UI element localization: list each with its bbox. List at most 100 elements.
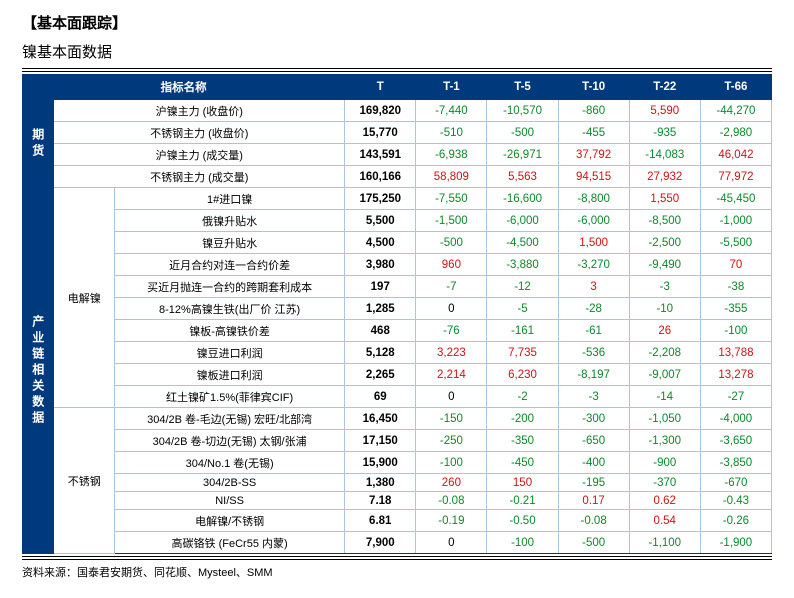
delta-cell: 5,590 (629, 100, 700, 122)
delta-cell: 13,788 (700, 342, 771, 364)
table-row: 304/2B 卷-切边(无锡) 太钢/张浦17,150-250-350-650-… (23, 430, 772, 452)
table-row: 俄镍升贴水5,500-1,500-6,000-6,000-8,500-1,000 (23, 210, 772, 232)
delta-cell: 1,500 (558, 232, 629, 254)
value-t: 175,250 (345, 188, 416, 210)
delta-cell: 0 (416, 298, 487, 320)
delta-cell: -3,880 (487, 254, 558, 276)
col-t22: T-22 (629, 75, 700, 100)
value-t: 3,980 (345, 254, 416, 276)
delta-cell: 0.62 (629, 492, 700, 510)
table-row: 不锈钢主力 (成交量)160,16658,8095,56394,51527,93… (23, 166, 772, 188)
delta-cell: -5 (487, 298, 558, 320)
indicator-name: 买近月抛连一合约的跨期套利成本 (115, 276, 345, 298)
delta-cell: -1,300 (629, 430, 700, 452)
table-body: 期货沪镍主力 (收盘价)169,820-7,440-10,570-8605,59… (23, 100, 772, 554)
delta-cell: -195 (558, 474, 629, 492)
delta-cell: -0.21 (487, 492, 558, 510)
table-row: 304/2B-SS1,380260150-195-370-670 (23, 474, 772, 492)
delta-cell: -45,450 (700, 188, 771, 210)
delta-cell: -14,083 (629, 144, 700, 166)
table-row: 期货沪镍主力 (收盘价)169,820-7,440-10,570-8605,59… (23, 100, 772, 122)
delta-cell: -100 (416, 452, 487, 474)
delta-cell: 0 (416, 386, 487, 408)
indicator-name: 304/2B 卷-毛边(无锡) 宏旺/北部湾 (115, 408, 345, 430)
delta-cell: -9,007 (629, 364, 700, 386)
delta-cell: 77,972 (700, 166, 771, 188)
delta-cell: -455 (558, 122, 629, 144)
table-row: 不锈钢304/2B 卷-毛边(无锡) 宏旺/北部湾16,450-150-200-… (23, 408, 772, 430)
section-title: 镍基本面数据 (22, 41, 772, 62)
delta-cell: -0.08 (558, 510, 629, 532)
delta-cell: -370 (629, 474, 700, 492)
indicator-name: 电解镍/不锈钢 (115, 510, 345, 532)
delta-cell: -0.19 (416, 510, 487, 532)
delta-cell: 1,550 (629, 188, 700, 210)
delta-cell: -61 (558, 320, 629, 342)
delta-cell: -935 (629, 122, 700, 144)
col-name: 指标名称 (23, 75, 345, 100)
col-t: T (345, 75, 416, 100)
delta-cell: -8,197 (558, 364, 629, 386)
delta-cell: -500 (487, 122, 558, 144)
value-t: 69 (345, 386, 416, 408)
delta-cell: -6,000 (558, 210, 629, 232)
delta-cell: 0.17 (558, 492, 629, 510)
delta-cell: 2,214 (416, 364, 487, 386)
delta-cell: -6,938 (416, 144, 487, 166)
indicator-name: 镍板-高镍铁价差 (115, 320, 345, 342)
value-t: 1,285 (345, 298, 416, 320)
delta-cell: -500 (416, 232, 487, 254)
delta-cell: 5,563 (487, 166, 558, 188)
value-t: 15,900 (345, 452, 416, 474)
delta-cell: -1,000 (700, 210, 771, 232)
delta-cell: -10,570 (487, 100, 558, 122)
delta-cell: 13,278 (700, 364, 771, 386)
table-row: 红土镍矿1.5%(菲律宾CIF)690-2-3-14-27 (23, 386, 772, 408)
side-category: 产业链相关数据 (23, 188, 54, 554)
delta-cell: -8,500 (629, 210, 700, 232)
delta-cell: -12 (487, 276, 558, 298)
delta-cell: -6,000 (487, 210, 558, 232)
delta-cell: -510 (416, 122, 487, 144)
delta-cell: -500 (558, 532, 629, 554)
delta-cell: 150 (487, 474, 558, 492)
delta-cell: 3,223 (416, 342, 487, 364)
delta-cell: -355 (700, 298, 771, 320)
value-t: 2,265 (345, 364, 416, 386)
delta-cell: -3,270 (558, 254, 629, 276)
delta-cell: -400 (558, 452, 629, 474)
delta-cell: -1,100 (629, 532, 700, 554)
table-row: 304/No.1 卷(无锡)15,900-100-450-400-900-3,8… (23, 452, 772, 474)
table-row: 8-12%高镍生铁(出厂价 江苏)1,2850-5-28-10-355 (23, 298, 772, 320)
indicator-name: 沪镍主力 (成交量) (54, 144, 345, 166)
delta-cell: 46,042 (700, 144, 771, 166)
tracker-title: 【基本面跟踪】 (22, 12, 772, 33)
delta-cell: -100 (700, 320, 771, 342)
delta-cell: -38 (700, 276, 771, 298)
delta-cell: -28 (558, 298, 629, 320)
delta-cell: 26 (629, 320, 700, 342)
delta-cell: -670 (700, 474, 771, 492)
delta-cell: 37,792 (558, 144, 629, 166)
table-row: NI/SS7.18-0.08-0.210.170.62-0.43 (23, 492, 772, 510)
delta-cell: -650 (558, 430, 629, 452)
source-text: 资料来源：国泰君安期货、同花顺、Mysteel、SMM (22, 564, 772, 580)
delta-cell: -0.08 (416, 492, 487, 510)
table-row: 买近月抛连一合约的跨期套利成本197-7-123-3-38 (23, 276, 772, 298)
delta-cell: -350 (487, 430, 558, 452)
indicator-name: 304/No.1 卷(无锡) (115, 452, 345, 474)
sub-category: 电解镍 (54, 188, 115, 408)
delta-cell: 3 (558, 276, 629, 298)
col-t10: T-10 (558, 75, 629, 100)
sub-category: 不锈钢 (54, 408, 115, 554)
value-t: 6.81 (345, 510, 416, 532)
delta-cell: -44,270 (700, 100, 771, 122)
value-t: 5,500 (345, 210, 416, 232)
delta-cell: -900 (629, 452, 700, 474)
delta-cell: -0.26 (700, 510, 771, 532)
indicator-name: 镍豆进口利润 (115, 342, 345, 364)
value-t: 4,500 (345, 232, 416, 254)
delta-cell: -150 (416, 408, 487, 430)
indicator-name: 镍板进口利润 (115, 364, 345, 386)
delta-cell: -536 (558, 342, 629, 364)
